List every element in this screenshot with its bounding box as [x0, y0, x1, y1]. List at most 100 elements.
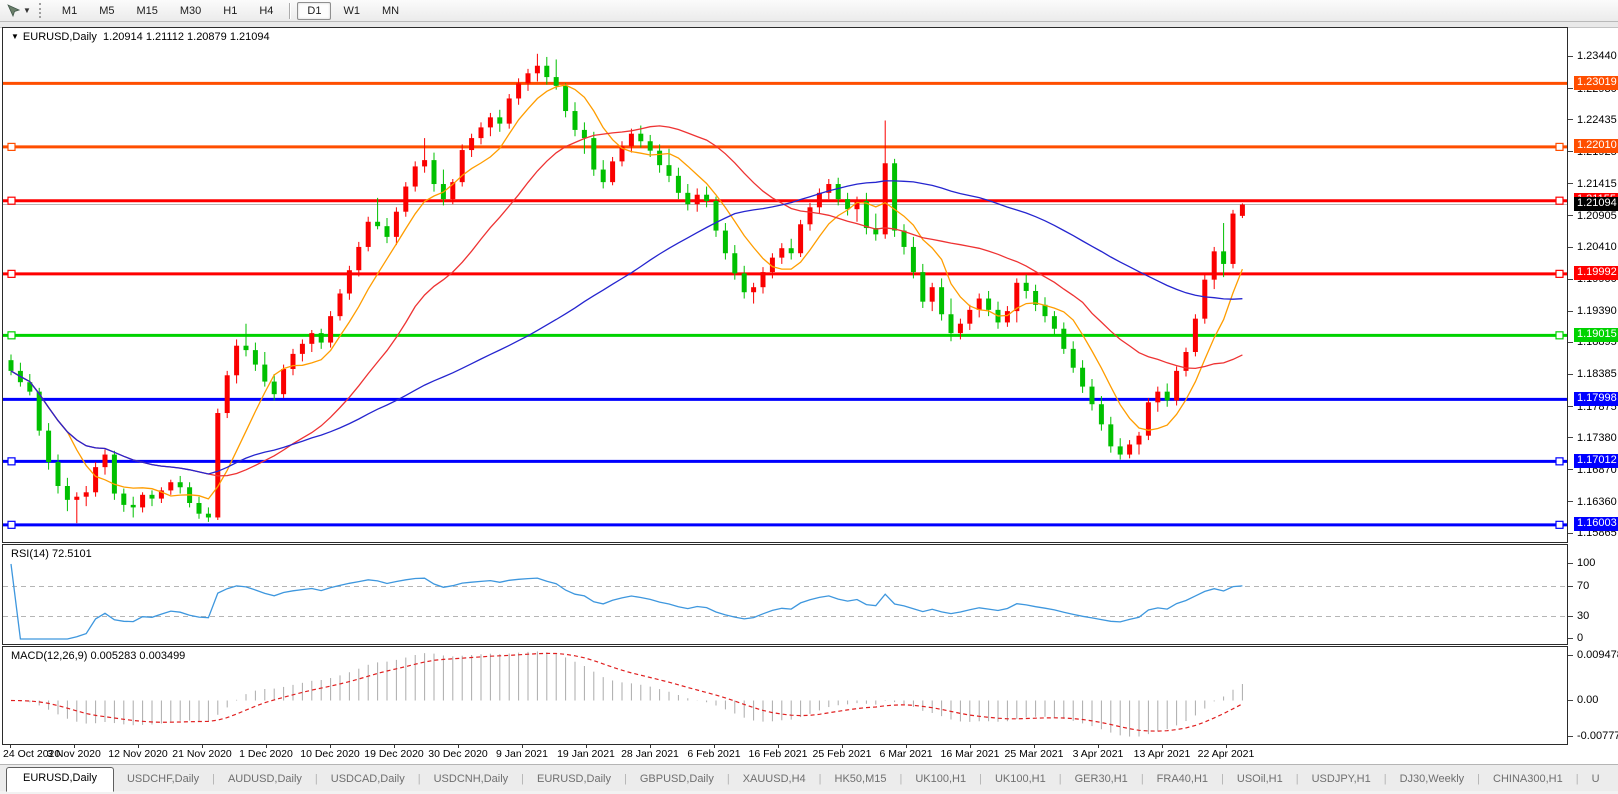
chart-tab-USOil-H1[interactable]: USOil,H1: [1236, 773, 1283, 785]
tab-separator: |: [899, 773, 903, 785]
time-tick-mark: [330, 744, 331, 748]
hline-1.19015[interactable]: [3, 331, 1567, 340]
chart-tab-CHINA300-H1[interactable]: CHINA300,H1: [1493, 773, 1563, 785]
timeframe-button-W1[interactable]: W1: [343, 4, 360, 17]
chart-tab-GER30-H1[interactable]: GER30,H1: [1074, 773, 1128, 785]
time-tick-mark: [202, 744, 203, 748]
chart-tab-USDCNH-Daily[interactable]: USDCNH,Daily: [433, 773, 509, 785]
hline-1.22010[interactable]: [3, 142, 1567, 152]
chart-tab-U[interactable]: U: [1591, 773, 1600, 785]
time-tick-label: 22 Apr 2021: [1197, 748, 1255, 760]
timeframe-button-M1[interactable]: M1: [61, 4, 78, 17]
toolbar-grip[interactable]: [38, 3, 45, 18]
price-tick-label: 1.19390: [1577, 305, 1617, 318]
chart-tab-HK50-M15[interactable]: HK50,M15: [834, 773, 887, 785]
rsi-tick-mark: [1568, 585, 1573, 587]
chart-tab-AUDUSD-Daily[interactable]: AUDUSD,Daily: [227, 773, 302, 785]
macd-label: MACD(12,26,9) 0.005283 0.003499: [11, 650, 186, 662]
price-tick-label: 1.20410: [1577, 241, 1617, 254]
rsi-panel[interactable]: RSI(14) 72.5101: [2, 544, 1568, 645]
cursor-tool-icon[interactable]: [3, 3, 23, 19]
chart-tab-USDCAD-Daily[interactable]: USDCAD,Daily: [330, 773, 405, 785]
time-tick-label: 19 Jan 2021: [557, 748, 615, 760]
price-tick-mark: [1568, 215, 1573, 217]
hline-1.19992[interactable]: [3, 269, 1567, 278]
time-tick-mark: [778, 744, 779, 748]
macd-scale-label: 0.009478: [1577, 649, 1618, 661]
hline-price-label: 1.17998: [1574, 391, 1618, 406]
chart-tab-GBPUSD-Daily[interactable]: GBPUSD,Daily: [639, 773, 714, 785]
tab-separator: |: [1295, 773, 1299, 785]
time-tick-mark: [394, 744, 395, 748]
chart-tab-FRA40-H1[interactable]: FRA40,H1: [1156, 773, 1209, 785]
hline-1.21155[interactable]: [3, 196, 1567, 205]
tab-scroll-left-icon[interactable]: ◄: [1617, 775, 1618, 785]
tab-separator: |: [521, 773, 525, 785]
macd-panel[interactable]: MACD(12,26,9) 0.005283 0.003499: [2, 646, 1568, 745]
time-tick-label: 13 Apr 2021: [1133, 748, 1191, 760]
timeframe-button-MN[interactable]: MN: [381, 4, 400, 17]
chart-tab-XAUUSD-H4[interactable]: XAUUSD,H4: [742, 773, 806, 785]
chart-tab-UK100-H1[interactable]: UK100,H1: [994, 773, 1046, 785]
time-tick-label: 6 Mar 2021: [879, 748, 933, 760]
timeframe-button-D1[interactable]: D1: [297, 1, 332, 20]
tab-separator: |: [624, 773, 627, 785]
time-tick-mark: [1162, 744, 1163, 748]
time-tick-label: 12 Nov 2020: [108, 748, 168, 760]
cursor-tool-dropdown-icon[interactable]: ▼: [23, 6, 31, 15]
chart-title-dropdown-icon[interactable]: ▼: [11, 32, 19, 41]
time-tick-mark: [714, 744, 715, 748]
moving-average-22[interactable]: [10, 125, 1243, 477]
macd-histogram: [19, 651, 1243, 737]
time-tick-mark: [970, 744, 971, 748]
chart-tab-USDCHF-Daily[interactable]: USDCHF,Daily: [126, 773, 200, 785]
timeframe-toolbar: ▼ M1 M5 M15 M30 H1 H4 D1 W1 MN: [0, 0, 1618, 22]
rsi-scale-label: 0: [1577, 632, 1584, 644]
time-tick-mark: [138, 744, 139, 748]
chart-tab-EURUSD-Daily[interactable]: EURUSD,Daily: [6, 767, 114, 792]
time-tick-label: 3 Nov 2020: [47, 748, 101, 760]
hline-price-label: 1.22010: [1574, 139, 1618, 154]
macd-scale-label: 0.00: [1577, 693, 1599, 706]
tab-separator: |: [1575, 773, 1579, 785]
price-tick-mark: [1568, 246, 1573, 248]
price-tick-label: 1.23440: [1577, 50, 1617, 63]
price-tick-mark: [1568, 532, 1573, 534]
timeframe-button-M15[interactable]: M15: [136, 4, 158, 17]
moving-average-56[interactable]: [10, 180, 1243, 475]
hline-price-label: 1.23019: [1574, 75, 1618, 90]
chart-tab-EURUSD-Daily[interactable]: EURUSD,Daily: [537, 773, 611, 785]
tab-separator: |: [979, 773, 982, 785]
time-tick-label: 16 Mar 2021: [940, 748, 1000, 760]
time-tick-label: 3 Apr 2021: [1072, 748, 1124, 760]
tab-separator: |: [1383, 773, 1387, 785]
time-tick-label: 25 Mar 2021: [1004, 748, 1064, 760]
price-chart-panel[interactable]: ▼ EURUSD,Daily 1.20914 1.21112 1.20879 1.…: [2, 27, 1568, 543]
timeframe-button-H4[interactable]: H4: [259, 4, 274, 17]
timeframe-button-M30[interactable]: M30: [179, 4, 202, 17]
rsi-label: RSI(14) 72.5101: [11, 548, 92, 560]
macd-scale-label: -0.00777: [1577, 729, 1618, 742]
price-axis[interactable]: 1.234401.229301.224351.219251.214151.209…: [1568, 27, 1618, 744]
price-tick-mark: [1568, 310, 1573, 312]
time-tick-mark: [522, 744, 523, 748]
rsi-tick-mark: [1568, 615, 1573, 617]
price-tick-mark: [1568, 55, 1573, 57]
timeframe-button-H1[interactable]: H1: [223, 4, 238, 17]
price-tick-label: 1.16360: [1577, 495, 1617, 508]
time-axis[interactable]: 24 Oct 2020 3 Nov 2020 12 Nov 2020 21 Nov 2…: [2, 744, 1568, 763]
price-tick-mark: [1568, 501, 1573, 503]
timeframe-button-M5[interactable]: M5: [99, 4, 115, 17]
time-tick-mark: [1034, 744, 1035, 748]
chart-symbol-label: EURUSD,Daily: [22, 31, 97, 43]
moving-average-7[interactable]: [10, 84, 1244, 500]
chart-tab-UK100-H1[interactable]: UK100,H1: [915, 773, 967, 785]
chart-tab-DJ30-Weekly[interactable]: DJ30,Weekly: [1399, 773, 1465, 785]
chart-tab-USDJPY-H1[interactable]: USDJPY,H1: [1311, 773, 1371, 785]
chart-ohlc-values: 1.20914 1.21112 1.20879 1.21094: [103, 31, 270, 43]
price-tick-mark: [1568, 406, 1573, 408]
tab-separator: |: [212, 773, 215, 785]
hline-1.16003[interactable]: [3, 520, 1567, 529]
time-tick-label: 1 Dec 2020: [239, 748, 293, 760]
